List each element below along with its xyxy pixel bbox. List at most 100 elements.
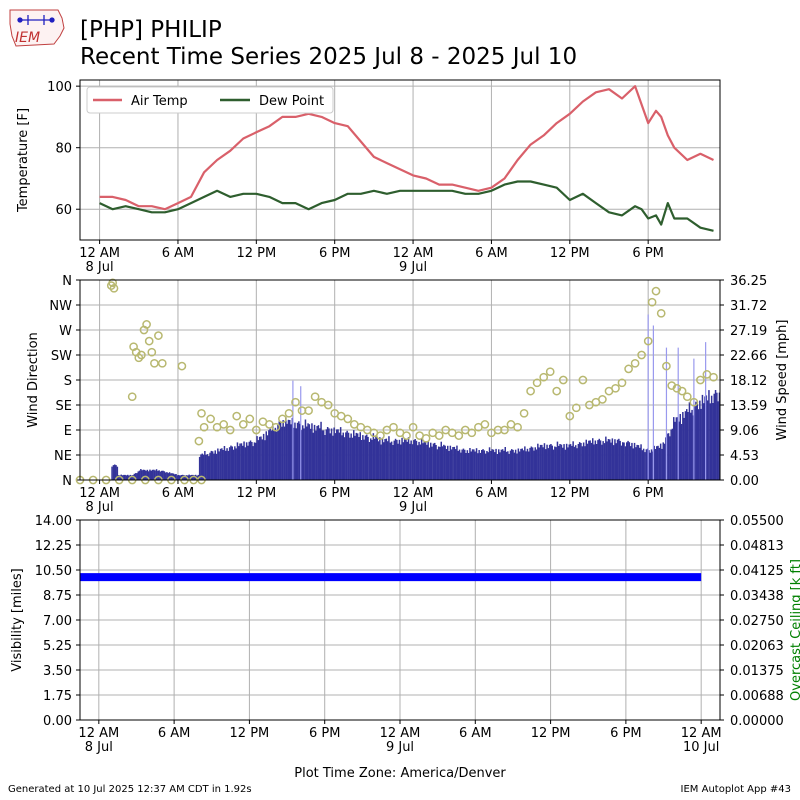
wind-speed-bar bbox=[255, 442, 257, 480]
wind-speed-bar bbox=[620, 445, 623, 480]
wind-speed-bar bbox=[635, 447, 637, 480]
wind-speed-bar bbox=[380, 444, 382, 480]
wind-speed-bar bbox=[265, 431, 267, 480]
wind-gust-spikes bbox=[292, 314, 707, 480]
wind-speed-bar bbox=[176, 475, 179, 480]
wind-direction-point bbox=[578, 375, 588, 385]
ceiling-tick-label: 0.01375 bbox=[730, 664, 784, 679]
wind-speed-bar bbox=[309, 428, 312, 480]
wind-speed-bar bbox=[287, 419, 290, 480]
wind-speed-bar bbox=[435, 445, 437, 480]
wind-speed-bar bbox=[277, 424, 279, 480]
wind-speed-bar bbox=[714, 390, 717, 480]
wind-speed-bar bbox=[629, 446, 632, 480]
wind-speed-bar bbox=[575, 445, 577, 480]
wind-speed-bar bbox=[375, 436, 377, 480]
speed-tick-label: 0.00 bbox=[730, 474, 759, 489]
wind-speed-bar bbox=[475, 448, 478, 480]
wind-speed-bar bbox=[175, 474, 177, 480]
wind-speed-bar bbox=[127, 474, 129, 480]
x-tick-label: 6 PM bbox=[319, 486, 350, 501]
wind-speed-bar bbox=[158, 470, 160, 480]
wind-speed-bar bbox=[679, 414, 681, 480]
wind-speed-bar bbox=[329, 433, 331, 480]
wind-speed-bar bbox=[132, 475, 134, 480]
wind-speed-bar bbox=[573, 446, 576, 480]
wind-speed-bar bbox=[449, 445, 452, 480]
wind-direction-point bbox=[284, 408, 294, 418]
wind-speed-bar bbox=[593, 444, 595, 480]
wind-speed-bar bbox=[283, 426, 286, 480]
wind-speed-bar bbox=[406, 441, 408, 480]
wind-speed-bar bbox=[473, 449, 475, 480]
wind-speed-bar bbox=[521, 448, 523, 480]
x-tick-label: 12 PM bbox=[236, 486, 276, 501]
wind-speed-bar bbox=[231, 446, 233, 480]
wind-direction-point bbox=[617, 378, 627, 388]
wind-speed-bar bbox=[564, 449, 567, 480]
wind-speed-bar bbox=[682, 412, 684, 480]
wind-speed-bar bbox=[351, 437, 354, 480]
vis-tick-label: 12.25 bbox=[35, 539, 72, 554]
wind-direction-point bbox=[662, 361, 671, 371]
ceiling-tick-label: 0.00688 bbox=[730, 689, 784, 704]
wind-speed-bar bbox=[567, 447, 569, 480]
wind-speed-bar bbox=[645, 449, 648, 480]
wind-direction-point bbox=[127, 392, 137, 402]
wind-speed-bar bbox=[718, 392, 721, 480]
wind-speed-bar bbox=[558, 445, 560, 480]
wind-speed-bar bbox=[637, 445, 640, 480]
wind-speed-bar bbox=[376, 437, 378, 480]
x-tick-label: 12 AM bbox=[79, 246, 120, 261]
x-tick-label: 6 AM bbox=[162, 486, 195, 501]
wind-speed-bar bbox=[616, 439, 619, 480]
speed-tick-label: 4.53 bbox=[730, 449, 759, 464]
vis-tick-label: 0.00 bbox=[43, 714, 72, 729]
chart-subtitle: Recent Time Series 2025 Jul 8 - 2025 Jul… bbox=[80, 44, 578, 70]
wind-speed-bar bbox=[639, 447, 641, 480]
wind-speed-bar bbox=[282, 420, 284, 480]
wind-speed-bar bbox=[713, 393, 715, 480]
wind-speed-bar bbox=[648, 450, 650, 480]
wind-speed-bar bbox=[274, 427, 277, 480]
wind-speed-bar bbox=[285, 416, 287, 480]
wind-direction-point bbox=[157, 358, 167, 368]
wind-direction-point bbox=[598, 395, 607, 404]
wind-speed-bar bbox=[336, 429, 338, 480]
wind-speed-bar bbox=[712, 403, 714, 480]
wind-direction-point bbox=[310, 392, 320, 402]
wind-speed-bar bbox=[518, 451, 521, 480]
wind-speed-bar bbox=[447, 445, 449, 480]
wind-speed-bar bbox=[162, 470, 164, 480]
wind-speed-bar bbox=[209, 452, 211, 480]
wind-speed-bar bbox=[345, 432, 347, 480]
wind-speed-bar bbox=[533, 450, 535, 480]
legend-label-dew-point: Dew Point bbox=[259, 94, 324, 109]
wind-speed-bar bbox=[161, 470, 163, 480]
y-axis-label-left: Wind Direction bbox=[26, 332, 41, 428]
wind-speed-bar bbox=[319, 428, 321, 480]
wind-speed-bar bbox=[183, 475, 185, 480]
wind-speed-bar bbox=[678, 421, 680, 480]
wind-speed-bar bbox=[631, 442, 633, 480]
wind-speed-bar bbox=[615, 443, 617, 480]
wind-direction-point bbox=[219, 420, 229, 429]
wind-speed-bar bbox=[654, 449, 657, 480]
wind-speed-bar bbox=[477, 453, 479, 480]
wind-speed-bar bbox=[507, 451, 509, 480]
wind-speed-bar bbox=[539, 444, 542, 480]
wind-speed-bar bbox=[338, 432, 341, 480]
wind-speed-bar bbox=[167, 473, 169, 480]
wind-speed-bar bbox=[517, 448, 520, 480]
wind-speed-bar bbox=[626, 442, 628, 480]
wind-speed-bar bbox=[701, 394, 704, 480]
wind-speed-bar bbox=[311, 423, 313, 480]
dir-tick-label: W bbox=[59, 324, 72, 339]
wind-speed-bar bbox=[337, 429, 339, 480]
wind-speed-bar bbox=[117, 475, 120, 480]
wind-speed-bar bbox=[491, 449, 493, 480]
wind-speed-bar bbox=[226, 448, 228, 480]
wind-speed-bar bbox=[206, 454, 209, 480]
x-tick-label: 6 PM bbox=[632, 246, 663, 261]
